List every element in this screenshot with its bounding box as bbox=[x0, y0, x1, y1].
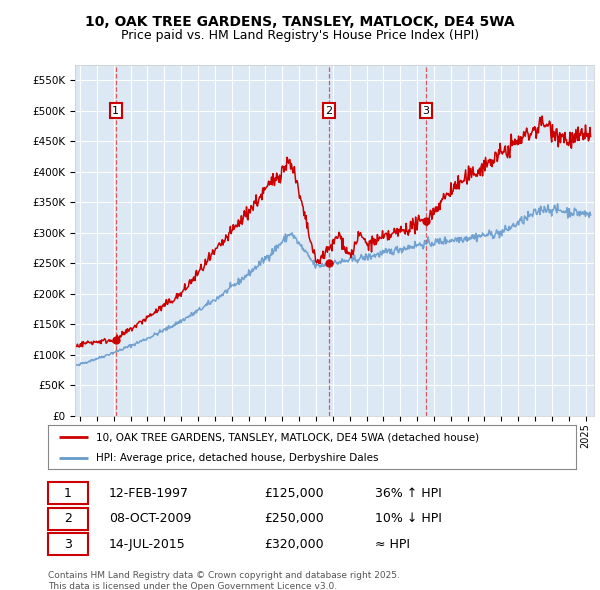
Text: Price paid vs. HM Land Registry's House Price Index (HPI): Price paid vs. HM Land Registry's House … bbox=[121, 29, 479, 42]
Text: £125,000: £125,000 bbox=[265, 487, 324, 500]
Text: 10% ↓ HPI: 10% ↓ HPI bbox=[376, 512, 442, 525]
Text: HPI: Average price, detached house, Derbyshire Dales: HPI: Average price, detached house, Derb… bbox=[95, 453, 378, 463]
Text: 2: 2 bbox=[325, 106, 332, 116]
Text: £320,000: £320,000 bbox=[265, 538, 324, 551]
Text: ≈ HPI: ≈ HPI bbox=[376, 538, 410, 551]
Text: 3: 3 bbox=[64, 538, 72, 551]
FancyBboxPatch shape bbox=[48, 482, 88, 504]
Text: 10, OAK TREE GARDENS, TANSLEY, MATLOCK, DE4 5WA: 10, OAK TREE GARDENS, TANSLEY, MATLOCK, … bbox=[85, 15, 515, 29]
Text: 1: 1 bbox=[64, 487, 72, 500]
Text: Contains HM Land Registry data © Crown copyright and database right 2025.
This d: Contains HM Land Registry data © Crown c… bbox=[48, 571, 400, 590]
Text: £250,000: £250,000 bbox=[265, 512, 324, 525]
FancyBboxPatch shape bbox=[48, 508, 88, 530]
FancyBboxPatch shape bbox=[48, 533, 88, 555]
Text: 10, OAK TREE GARDENS, TANSLEY, MATLOCK, DE4 5WA (detached house): 10, OAK TREE GARDENS, TANSLEY, MATLOCK, … bbox=[95, 432, 479, 442]
Text: 3: 3 bbox=[422, 106, 430, 116]
Text: 36% ↑ HPI: 36% ↑ HPI bbox=[376, 487, 442, 500]
Text: 08-OCT-2009: 08-OCT-2009 bbox=[109, 512, 191, 525]
Text: 2: 2 bbox=[64, 512, 72, 525]
Text: 14-JUL-2015: 14-JUL-2015 bbox=[109, 538, 185, 551]
Text: 1: 1 bbox=[112, 106, 119, 116]
Text: 12-FEB-1997: 12-FEB-1997 bbox=[109, 487, 189, 500]
